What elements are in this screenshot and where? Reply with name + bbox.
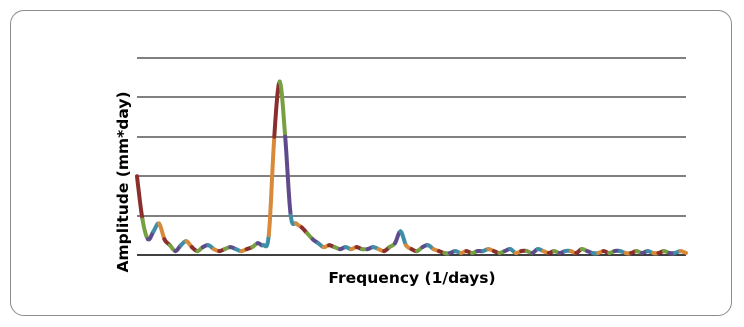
series-line-segment: [283, 134, 293, 218]
x-axis-title: Frequency (1/days): [328, 269, 495, 287]
chart-frame: [10, 10, 732, 316]
y-axis-title: Amplitude (mm*day): [114, 91, 132, 272]
series-line-segment: [266, 134, 277, 238]
gridlines: [137, 57, 686, 256]
series-line-segment: [261, 233, 271, 249]
series-line-segment: [135, 174, 145, 222]
series-line-segment: [277, 79, 288, 139]
amplitude-series: [135, 79, 688, 256]
series-line-segment: [157, 221, 167, 242]
series-line-segment: [398, 229, 408, 248]
series-line-segment: [140, 217, 150, 242]
series-line-segment: [678, 249, 688, 255]
series-line-segment: [272, 79, 282, 139]
